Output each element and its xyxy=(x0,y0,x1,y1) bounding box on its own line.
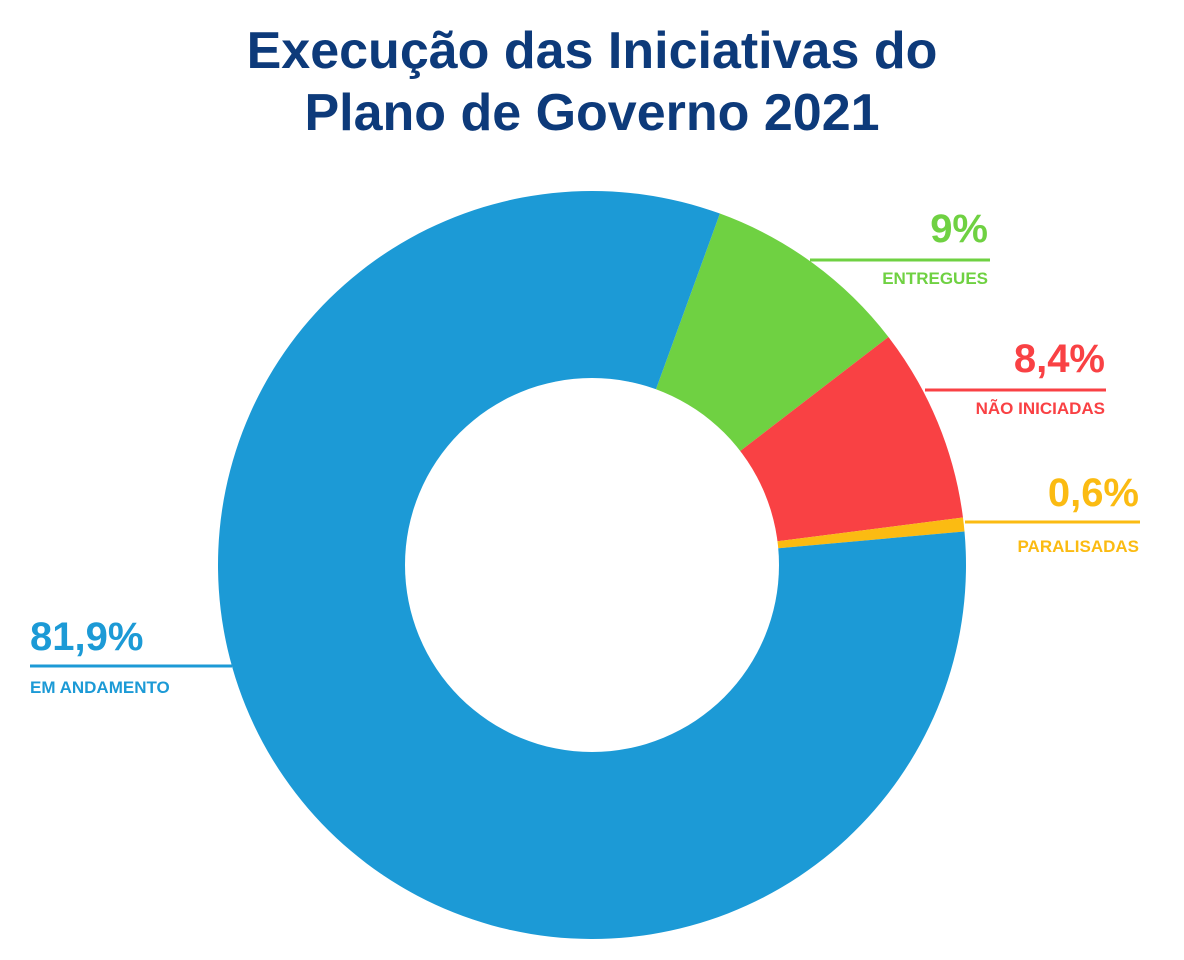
category-label-paralisadas: PARALISADAS xyxy=(1017,537,1139,556)
category-label-em-andamento: EM ANDAMENTO xyxy=(30,678,170,697)
chart-title-line-1: Execução das Iniciativas do xyxy=(246,22,938,80)
value-label-em-andamento: 81,9% xyxy=(30,615,143,659)
category-label-entregues: ENTREGUES xyxy=(882,269,988,288)
slice-callouts: 9% ENTREGUES 8,4% NÃO INICIADAS 0,6% PARALISA… xyxy=(30,207,1140,697)
value-label-nao-iniciadas: 8,4% xyxy=(1014,337,1105,381)
category-label-nao-iniciadas: NÃO INICIADAS xyxy=(976,398,1105,418)
donut-hole xyxy=(405,378,779,752)
value-label-paralisadas: 0,6% xyxy=(1048,471,1139,515)
chart-title: Execução das Iniciativas do Plano de Gov… xyxy=(0,20,1184,144)
value-label-entregues: 9% xyxy=(930,207,988,251)
chart-title-line-2: Plano de Governo 2021 xyxy=(304,84,880,142)
